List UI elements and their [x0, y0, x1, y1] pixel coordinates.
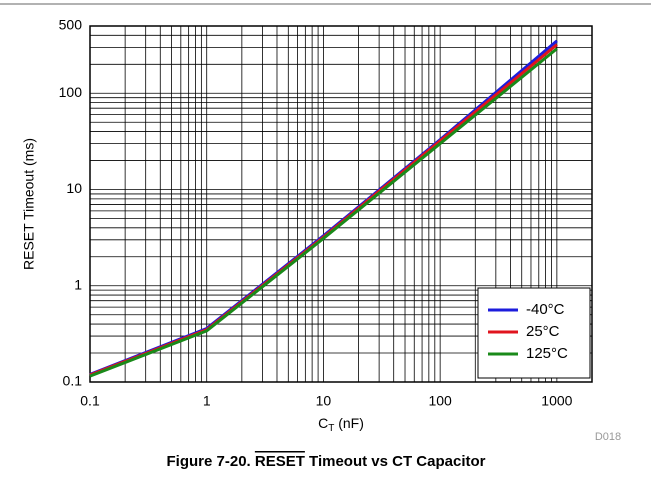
x-tick-label: 1	[203, 393, 211, 409]
chart-title: Figure 7-20. RESET Timeout vs CT Capacit…	[167, 453, 486, 470]
x-tick-label: 10	[316, 393, 332, 409]
series-line	[89, 47, 558, 378]
plot-frame	[89, 25, 593, 383]
legend-label: 25°C	[526, 323, 560, 340]
legend-label: 125°C	[526, 345, 568, 362]
x-label-part: C	[318, 415, 328, 431]
x-axis-label: CT (nF)	[318, 415, 364, 434]
x-label-part: (nF)	[334, 415, 364, 431]
x-tick-label: 1000	[541, 393, 572, 409]
y-tick-label: 1	[74, 276, 82, 292]
x-tick-label: 0.1	[80, 393, 100, 409]
x-label-subscript: T	[328, 423, 334, 434]
title-part: Timeout vs CT Capacitor	[305, 453, 486, 470]
y-tick-label: 500	[59, 17, 83, 33]
y-axis-label: RESET Timeout (ms)	[21, 138, 37, 270]
title-part: Figure 7-20.	[167, 453, 255, 470]
y-tick-label: 100	[59, 84, 83, 100]
y-tick-label: 10	[66, 180, 82, 196]
y-tick-label: 0.1	[63, 373, 83, 389]
legend-label: -40°C	[526, 301, 565, 318]
title-overline-part: RESET	[255, 453, 305, 470]
x-tick-label: 100	[428, 393, 452, 409]
figure-id: D018	[595, 431, 621, 443]
